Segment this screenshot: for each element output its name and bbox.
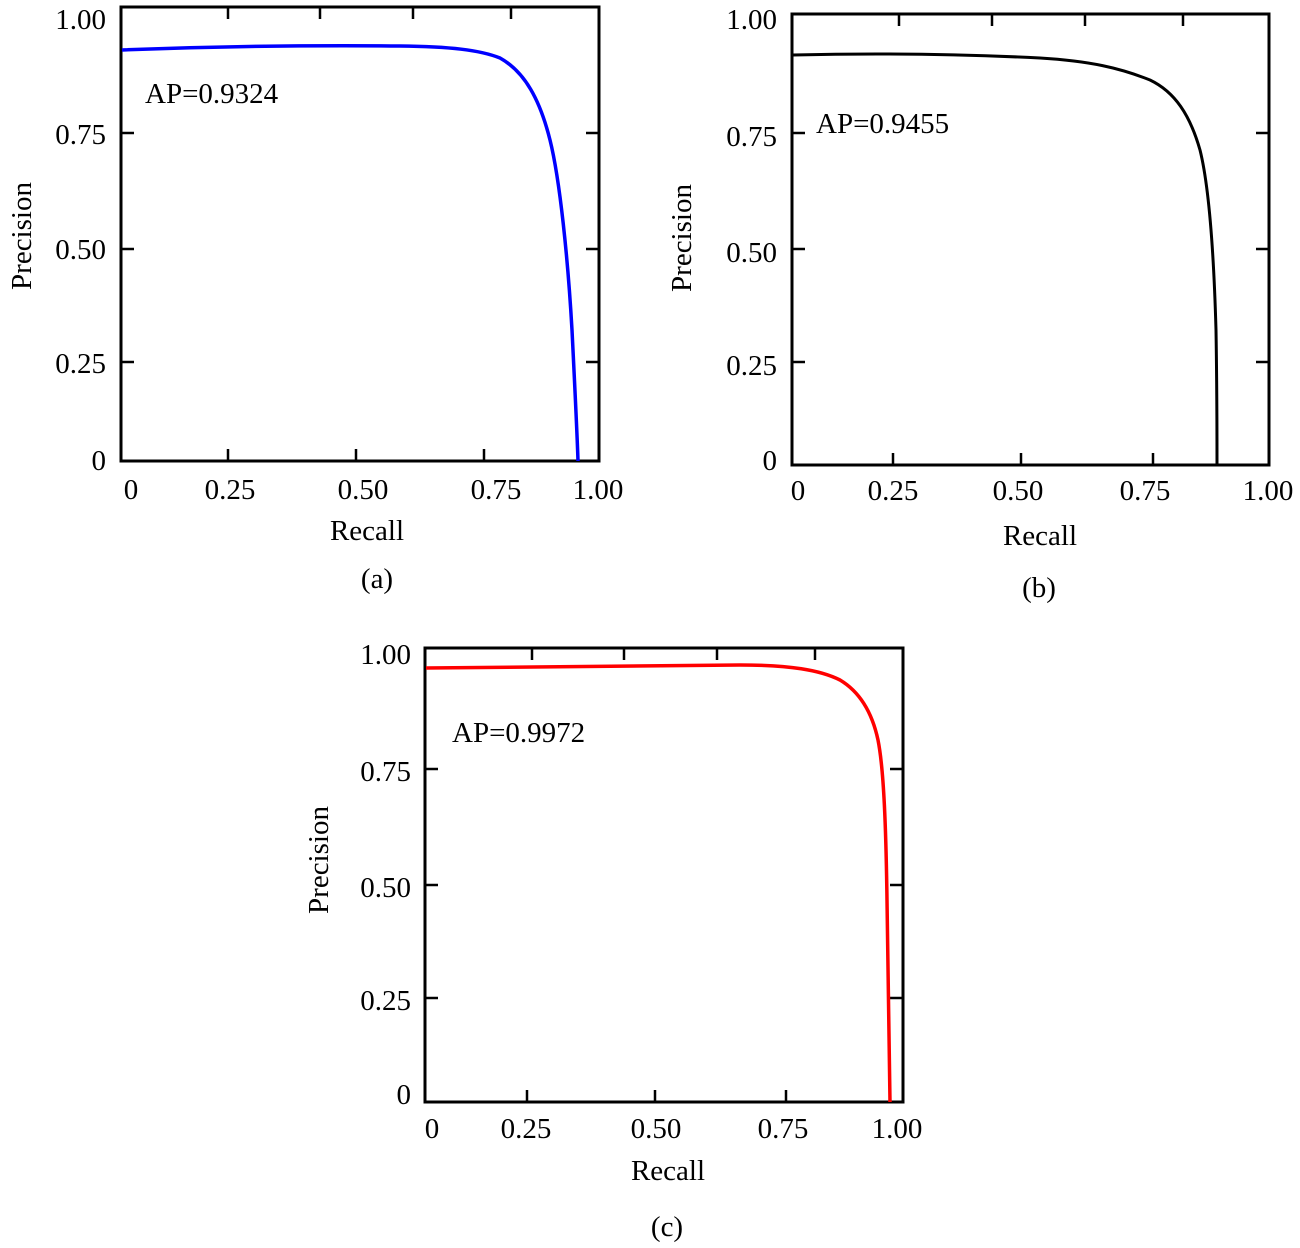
ap-annotation: AP=0.9455 xyxy=(816,108,949,140)
pr-curve-a xyxy=(121,43,580,462)
panel-caption: (a) xyxy=(361,563,393,595)
x-tick-label: 0.50 xyxy=(993,475,1044,507)
y-tick-label: 0.75 xyxy=(726,121,777,153)
y-tick-labels: 1.00 0.75 0.50 0.25 0 xyxy=(55,4,106,477)
y-tick-labels: 1.00 0.75 0.50 0.25 0 xyxy=(726,4,777,477)
pr-curve-c xyxy=(425,663,892,1103)
x-tick-label: 0.50 xyxy=(631,1113,682,1145)
x-tick-label: 0.25 xyxy=(868,475,919,507)
x-tick-label: 0.25 xyxy=(205,474,256,506)
x-axis-label: Recall xyxy=(1003,520,1077,552)
y-axis-label: Precision xyxy=(303,806,335,914)
ap-annotation: AP=0.9972 xyxy=(452,717,585,749)
pr-curve-b xyxy=(792,52,1219,466)
y-tick-label: 0 xyxy=(397,1079,412,1111)
y-ticks xyxy=(121,131,599,364)
chart-panel-b: 1.00 0.75 0.50 0.25 0 0 0.25 0.50 0.75 1… xyxy=(0,0,1300,610)
x-tick-label: 0.75 xyxy=(758,1113,809,1145)
plot-frame xyxy=(119,5,601,463)
x-tick-label: 0.75 xyxy=(1120,475,1171,507)
y-ticks xyxy=(425,767,903,1000)
y-tick-label: 0.50 xyxy=(360,872,411,904)
chart-a-svg: 1.00 0.75 0.50 0.25 0 0 0.25 0.50 0.75 1… xyxy=(6,4,624,595)
x-tick-label: 1.00 xyxy=(872,1113,923,1145)
x-tick-label: 0 xyxy=(425,1113,440,1145)
chart-b-svg: 1.00 0.75 0.50 0.25 0 0 0.25 0.50 0.75 1… xyxy=(666,4,1294,604)
y-tick-label: 0.75 xyxy=(55,119,106,151)
x-tick-label: 0.50 xyxy=(338,474,389,506)
chart-panel-a: 1.00 0.75 0.50 0.25 0 0 0.25 0.50 0.75 1… xyxy=(0,0,650,610)
y-tick-label: 0.25 xyxy=(726,350,777,382)
plot-frame xyxy=(790,12,1271,467)
plot-frame xyxy=(423,646,905,1104)
x-tick-labels: 0 0.25 0.50 0.75 1.00 xyxy=(425,1113,923,1145)
y-axis-label: Precision xyxy=(6,182,38,290)
x-tick-label: 0 xyxy=(124,474,139,506)
ap-annotation: AP=0.9324 xyxy=(145,78,279,110)
y-tick-label: 1.00 xyxy=(55,4,106,36)
x-tick-label: 0.25 xyxy=(501,1113,552,1145)
x-tick-label: 1.00 xyxy=(573,474,624,506)
y-tick-label: 0.25 xyxy=(360,985,411,1017)
x-tick-label: 0.75 xyxy=(471,474,522,506)
x-tick-labels: 0 0.25 0.50 0.75 1.00 xyxy=(791,475,1294,507)
x-ticks xyxy=(226,7,513,461)
panel-caption: (b) xyxy=(1022,572,1056,604)
x-ticks xyxy=(525,648,817,1102)
y-tick-label: 0 xyxy=(92,445,107,477)
y-tick-label: 0 xyxy=(763,445,778,477)
x-ticks xyxy=(891,14,1185,465)
y-tick-label: 0.50 xyxy=(55,234,106,266)
x-tick-label: 0 xyxy=(791,475,806,507)
y-axis-label: Precision xyxy=(666,184,698,292)
x-axis-label: Recall xyxy=(631,1155,705,1187)
panel-caption: (c) xyxy=(651,1211,683,1243)
y-ticks xyxy=(792,131,1269,364)
x-tick-labels: 0 0.25 0.50 0.75 1.00 xyxy=(124,474,624,506)
y-tick-label: 0.25 xyxy=(55,348,106,380)
y-tick-label: 0.50 xyxy=(726,237,777,269)
y-tick-label: 0.75 xyxy=(360,756,411,788)
y-tick-label: 1.00 xyxy=(726,4,777,36)
y-tick-label: 1.00 xyxy=(360,639,411,671)
x-tick-label: 1.00 xyxy=(1243,475,1294,507)
x-axis-label: Recall xyxy=(330,515,404,547)
y-tick-labels: 1.00 0.75 0.50 0.25 0 xyxy=(360,639,411,1111)
